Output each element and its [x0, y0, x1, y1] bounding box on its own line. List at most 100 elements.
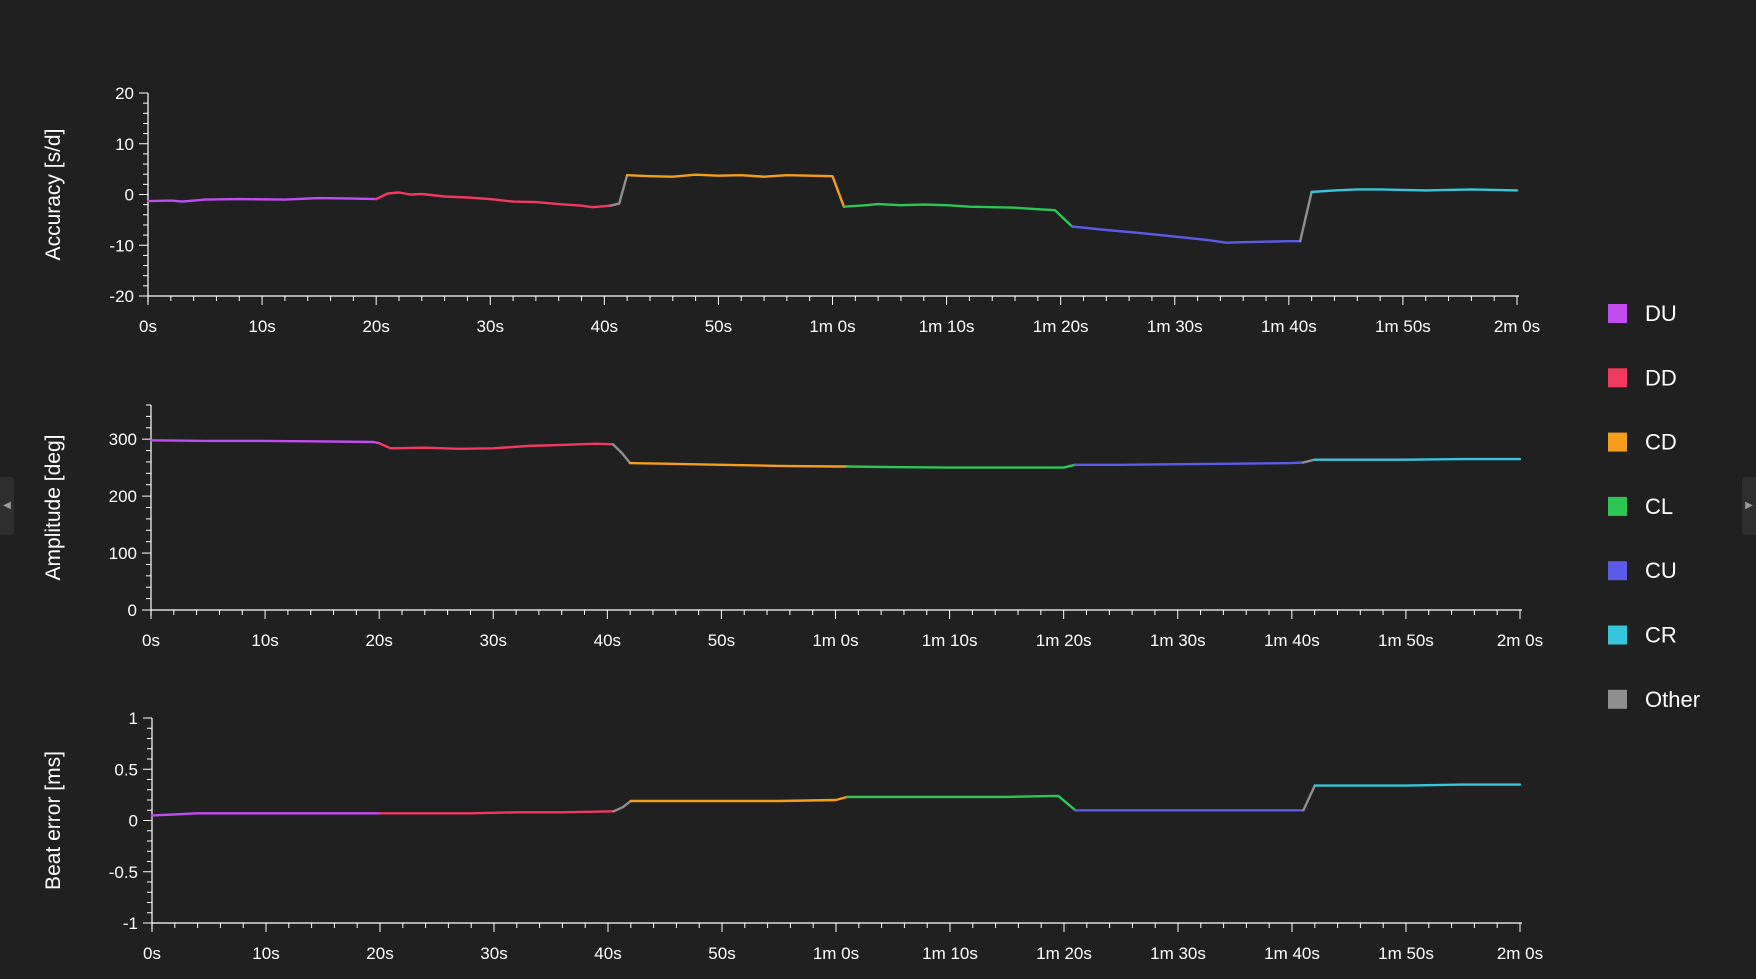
y-tick-label: 1	[129, 709, 138, 728]
y-axis-title: Amplitude [deg]	[42, 435, 65, 581]
x-tick-label: 1m 50s	[1378, 944, 1434, 963]
legend-item-cl: CL	[1608, 494, 1673, 519]
y-tick-label: 300	[109, 430, 137, 449]
x-tick-label: 20s	[362, 317, 389, 336]
y-tick-label: -1	[123, 914, 138, 933]
x-tick-label: 1m 0s	[809, 317, 855, 336]
x-tick-label: 2m 0s	[1497, 631, 1543, 650]
series-line-cr	[1313, 457, 1522, 461]
legend-label: CL	[1645, 494, 1673, 519]
x-tick-label: 1m 50s	[1378, 631, 1434, 650]
legend-item-du: DU	[1608, 301, 1677, 326]
y-axis-title: Beat error [ms]	[42, 751, 65, 890]
x-tick-label: 2m 0s	[1497, 944, 1543, 963]
legend-swatch	[1608, 432, 1627, 452]
x-tick-label: 1m 50s	[1375, 317, 1431, 336]
legend-item-cr: CR	[1608, 623, 1677, 648]
legend-item-cd: CD	[1608, 430, 1677, 455]
x-tick-label: 1m 30s	[1150, 631, 1206, 650]
x-tick-label: 10s	[251, 631, 278, 650]
x-tick-label: 40s	[594, 944, 621, 963]
y-tick-label: -0.5	[109, 863, 138, 882]
legend-item-other: Other	[1608, 687, 1700, 712]
legend-swatch	[1608, 368, 1627, 388]
legend-label: CU	[1645, 558, 1677, 583]
legend-swatch	[1608, 625, 1627, 645]
x-tick-label: 1m 0s	[813, 944, 859, 963]
legend-item-dd: DD	[1608, 365, 1677, 390]
series-line-cu	[1070, 225, 1302, 244]
x-tick-label: 0s	[142, 631, 160, 650]
y-tick-label: 20	[115, 84, 134, 103]
x-tick-label: 30s	[480, 944, 507, 963]
legend-label: Other	[1645, 687, 1700, 712]
x-tick-label: 40s	[591, 317, 618, 336]
x-tick-label: 1m 20s	[1036, 944, 1092, 963]
x-tick-label: 1m 10s	[922, 631, 978, 650]
chevron-right-icon: ▶	[1745, 500, 1753, 511]
series-line-dd	[378, 442, 615, 450]
y-tick-label: 0	[128, 601, 137, 620]
chevron-left-icon: ◀	[3, 500, 11, 511]
x-tick-label: 0s	[139, 317, 157, 336]
legend-item-cu: CU	[1608, 558, 1677, 583]
y-tick-label: 200	[109, 487, 137, 506]
series-line-du	[150, 812, 382, 817]
y-tick-label: -20	[109, 287, 134, 306]
series-line-cd	[629, 795, 849, 803]
series-line-cl	[845, 463, 1077, 469]
chart-panel-2: 0s 10s 20s 30s 40s 50s 1m 0s 1m 10s 1m 20s 1m 30s…	[42, 404, 1543, 650]
series-line-other	[1302, 784, 1317, 812]
x-tick-label: 50s	[705, 317, 732, 336]
y-tick-label: 0	[129, 812, 138, 831]
x-tick-label: 10s	[248, 317, 275, 336]
legend-swatch	[1608, 496, 1627, 516]
legend-label: CR	[1645, 623, 1677, 648]
series-line-cd	[625, 173, 846, 208]
series-line-dd	[375, 191, 612, 209]
series-line-other	[611, 443, 632, 465]
series-line-other	[612, 799, 632, 813]
x-tick-label: 1m 10s	[919, 317, 975, 336]
legend-label: DU	[1645, 301, 1677, 326]
x-tick-label: 1m 0s	[812, 631, 858, 650]
right-pane-toggle[interactable]: ▶	[1742, 477, 1756, 535]
x-tick-label: 1m 20s	[1033, 317, 1089, 336]
x-tick-label: 1m 40s	[1264, 631, 1320, 650]
x-tick-label: 20s	[366, 944, 393, 963]
x-tick-label: 1m 20s	[1036, 631, 1092, 650]
legend-label: DD	[1645, 365, 1677, 390]
x-tick-label: 1m 40s	[1264, 944, 1320, 963]
x-tick-label: 10s	[252, 944, 279, 963]
legend-swatch	[1608, 304, 1627, 323]
chart-panel-1: 0s 10s 20s 30s 40s 50s 1m 0s 1m 10s 1m 20s 1m 30s…	[42, 84, 1540, 336]
x-tick-label: 50s	[708, 944, 735, 963]
series-line-cl	[842, 202, 1074, 228]
x-tick-label: 40s	[594, 631, 621, 650]
x-tick-label: 2m 0s	[1494, 317, 1540, 336]
x-tick-label: 1m 30s	[1147, 317, 1203, 336]
series-line-other	[1298, 190, 1313, 243]
series-line-du	[149, 439, 381, 445]
chart-panel-3: 0s 10s 20s 30s 40s 50s 1m 0s 1m 10s 1m 20s 1m 30s…	[42, 709, 1543, 963]
y-tick-label: -10	[109, 236, 134, 255]
legend-label: CD	[1645, 430, 1677, 455]
legend-swatch	[1608, 689, 1627, 709]
series-line-cr	[1313, 783, 1522, 787]
y-axis-title: Accuracy [s/d]	[42, 129, 65, 261]
x-tick-label: 1m 10s	[922, 944, 978, 963]
x-tick-label: 30s	[477, 317, 504, 336]
series-line-other	[608, 173, 629, 207]
series-line-du	[146, 196, 378, 203]
x-tick-label: 0s	[143, 944, 161, 963]
x-tick-label: 20s	[365, 631, 392, 650]
legend: DU DD CD CL CU CR Other	[1608, 301, 1700, 712]
x-tick-label: 1m 30s	[1150, 944, 1206, 963]
series-line-cl	[846, 794, 1077, 812]
series-line-cr	[1310, 188, 1519, 194]
x-tick-label: 1m 40s	[1261, 317, 1317, 336]
legend-swatch	[1608, 561, 1627, 581]
series-line-other	[1301, 458, 1316, 464]
left-pane-toggle[interactable]: ◀	[0, 477, 14, 535]
